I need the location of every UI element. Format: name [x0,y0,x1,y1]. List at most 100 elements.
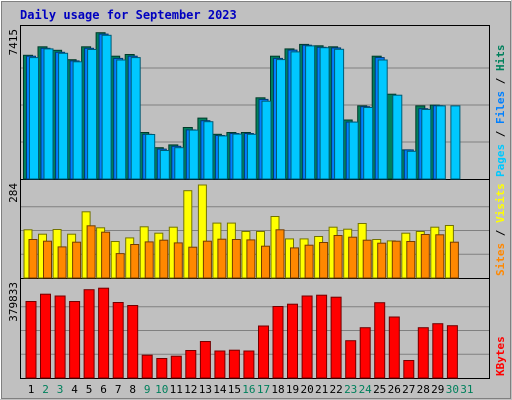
bar-pages-26 [392,94,403,180]
x-tick-label: 2 [42,383,49,396]
x-tick-label: 21 [315,383,328,396]
labels-layer: 7415 Pages / Files / Hits 284 Sites / Visit… [7,29,507,376]
legend-separator: / [494,223,507,243]
legend-entry: KBytes [494,336,507,376]
bar-kbytes-13 [199,341,211,379]
bar-kbytes-28 [417,327,429,379]
bar-kbytes-21 [316,294,328,379]
bar-sites-1 [28,239,38,279]
x-tick-label: 24 [359,383,373,396]
bar-kbytes-2 [40,293,51,379]
bar-kbytes-27 [403,360,415,379]
y-max-label: 284 [7,183,20,203]
panel-legend: Pages / Files / Hits [494,45,507,178]
bar-sites-11 [173,242,183,279]
bar-sites-4 [72,241,82,279]
x-tick-label: 1 [28,383,35,396]
bar-kbytes-14 [214,350,226,379]
x-tick-label: 27 [402,383,415,396]
bar-kbytes-24 [359,327,371,379]
bar-kbytes-22 [330,296,342,379]
bar-kbytes-30 [446,325,458,379]
bar-sites-9 [144,241,154,279]
bar-kbytes-11 [170,355,182,379]
bar-sites-29 [435,234,445,279]
x-tick-label: 29 [431,383,444,396]
bar-sites-23 [348,236,358,279]
bar-pages-25 [377,59,388,180]
bar-pages-28 [421,109,432,180]
bar-sites-3 [57,246,67,279]
y-max-label: 379833 [7,282,20,322]
bar-kbytes-15 [228,349,240,379]
bar-kbytes-19 [287,303,298,379]
bar-sites-25 [377,242,387,279]
bar-kbytes-18 [272,306,284,379]
bar-pages-23 [348,121,359,180]
bar-pages-2 [43,48,54,180]
bar-sites-16 [246,239,256,279]
bar-sites-10 [159,239,169,279]
legend-entry: Visits [494,183,507,223]
bar-pages-12 [188,129,199,180]
bar-pages-19 [290,51,301,180]
bar-kbytes-5 [83,289,95,379]
y-max-label: 7415 [7,29,20,56]
bar-pages-18 [276,59,286,180]
x-tick-label: 20 [300,383,313,396]
bar-pages-13 [203,121,214,180]
legend-separator: / [494,124,507,144]
x-tick-label: 30 [446,383,459,396]
bar-pages-5 [87,49,98,180]
bar-pages-7 [116,59,127,180]
bar-kbytes-4 [69,301,81,379]
bar-pages-8 [130,57,141,180]
bar-kbytes-12 [185,350,197,379]
bar-pages-21 [319,47,330,180]
bar-kbytes-8 [127,305,139,379]
bar-sites-18 [275,229,285,279]
bar-pages-1 [29,57,39,180]
x-tick-label: 11 [170,383,183,396]
panel-legend: KBytes [494,336,507,376]
bars-layer [23,32,461,379]
legend-entry: Files [494,91,507,124]
chart-title: Daily usage for September 2023 [20,8,237,22]
legend-entry: Hits [494,45,507,72]
bar-kbytes-29 [432,323,444,379]
bar-pages-20 [305,45,316,180]
bar-kbytes-16 [243,350,255,379]
bar-pages-4 [72,61,83,180]
x-tick-label: 19 [286,383,299,396]
bar-kbytes-25 [374,302,386,379]
bar-pages-27 [406,150,417,180]
x-tick-label: 26 [388,383,401,396]
x-tick-label: 16 [242,383,255,396]
bar-sites-12 [188,246,198,279]
x-tick-label: 7 [115,383,122,396]
bar-sites-15 [231,239,241,279]
bar-kbytes-20 [301,295,313,379]
bar-kbytes-9 [141,354,153,379]
bar-sites-22 [333,235,343,279]
bar-pages-10 [159,150,170,180]
x-tick-label: 28 [417,383,430,396]
bar-sites-17 [261,245,270,279]
bar-pages-14 [217,135,228,180]
x-tick-label: 10 [155,383,168,396]
bar-kbytes-23 [345,340,357,379]
bar-kbytes-3 [54,295,66,379]
panel-legend: Sites / Visits [494,183,507,276]
bar-kbytes-17 [258,325,269,379]
x-tick-label: 22 [329,383,342,396]
bar-sites-6 [101,231,111,279]
bar-pages-29 [435,105,446,180]
bar-kbytes-6 [98,287,110,379]
x-tick-label: 8 [129,383,136,396]
x-tick-label: 6 [100,383,107,396]
bar-pages-9 [145,134,156,180]
x-tick-label: 25 [373,383,386,396]
bar-sites-8 [130,244,140,279]
bar-pages-11 [174,147,185,180]
x-tick-label: 17 [257,383,270,396]
